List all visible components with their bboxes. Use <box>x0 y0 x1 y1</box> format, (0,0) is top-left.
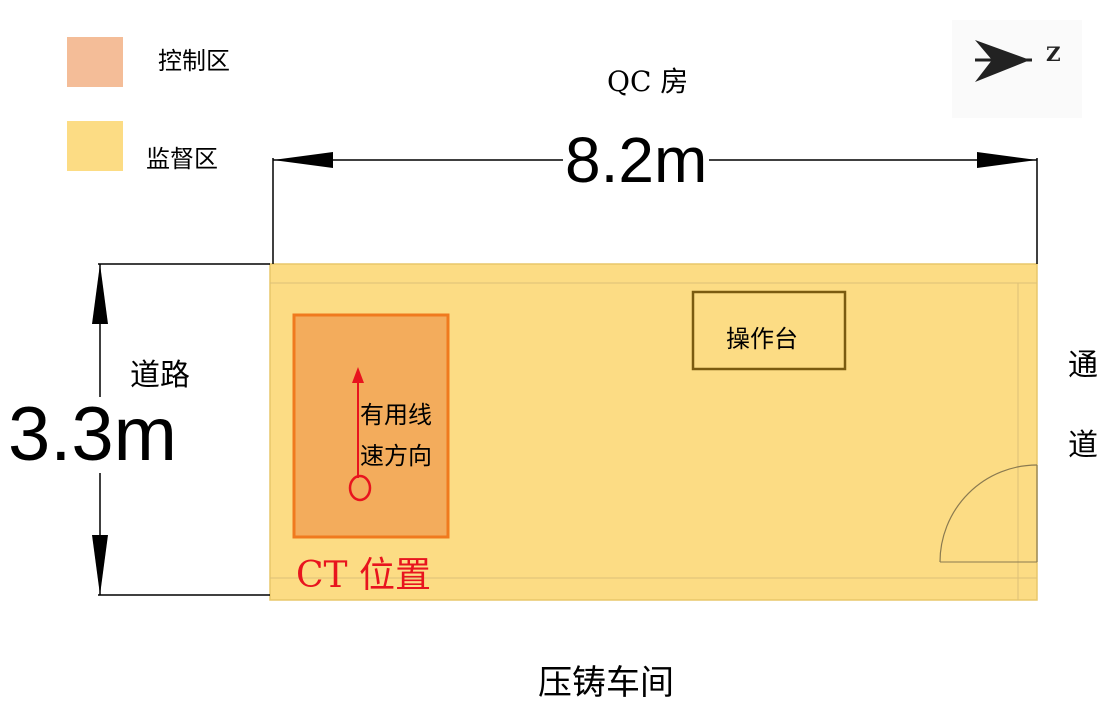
legend-swatch-supervised <box>67 121 123 171</box>
door-swing-arc <box>939 464 1038 563</box>
height-dimension-label: 3.3m <box>8 392 177 477</box>
ct-source-marker <box>348 474 372 502</box>
corridor-label-char-2: 道 <box>1068 428 1098 463</box>
legend-label-controlled: 控制区 <box>158 47 230 75</box>
north-arrow-icon <box>952 20 1082 118</box>
legend-swatch-controlled <box>67 37 123 87</box>
qc-room-label: QC 房 <box>607 65 689 98</box>
beam-direction-line-1: 有用线 <box>360 401 432 429</box>
console-label: 操作台 <box>726 325 798 353</box>
corridor-label-char-1: 通 <box>1068 348 1098 383</box>
height-arrow-top <box>92 264 108 324</box>
road-label: 道路 <box>130 358 190 393</box>
controlled-zone <box>292 313 450 539</box>
width-dimension-label: 8.2m <box>563 124 710 196</box>
workshop-label: 压铸车间 <box>538 663 674 703</box>
north-marker-letter: Z <box>1046 42 1061 66</box>
width-arrow-left <box>273 152 333 168</box>
ct-position-label: CT 位置 <box>296 555 432 596</box>
height-arrow-bottom <box>92 535 108 595</box>
beam-direction-line-2: 速方向 <box>360 442 432 470</box>
console-box <box>691 290 847 371</box>
width-arrow-right <box>977 152 1037 168</box>
beam-arrow-head <box>352 367 364 383</box>
legend-label-supervised: 监督区 <box>146 145 218 173</box>
